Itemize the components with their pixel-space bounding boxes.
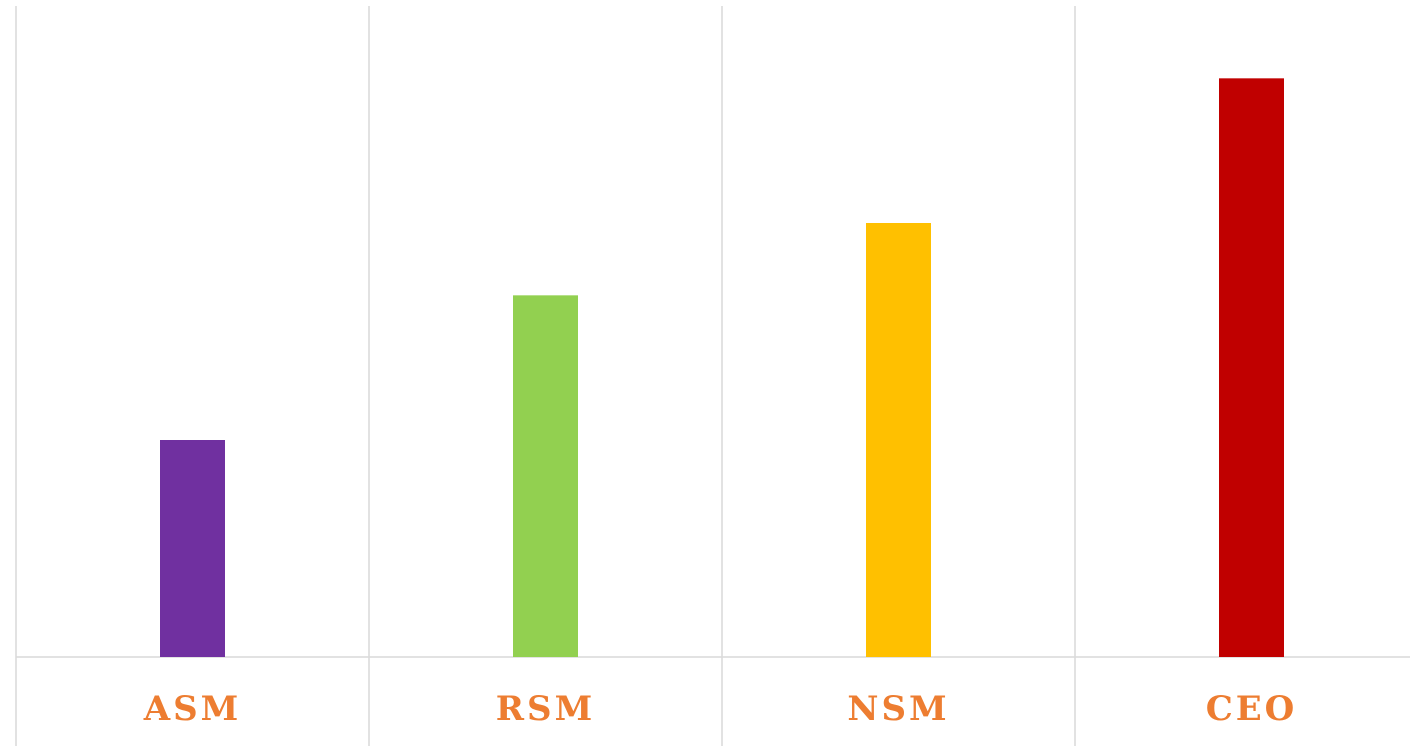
x-tick-label: RSM — [496, 689, 595, 729]
bar — [513, 295, 578, 657]
x-tick-label: ASM — [143, 689, 242, 729]
bar — [160, 440, 225, 657]
bar — [1219, 78, 1284, 658]
x-tick-label: CEO — [1206, 689, 1298, 729]
bar — [866, 223, 931, 657]
x-tick-label: NSM — [847, 689, 949, 729]
